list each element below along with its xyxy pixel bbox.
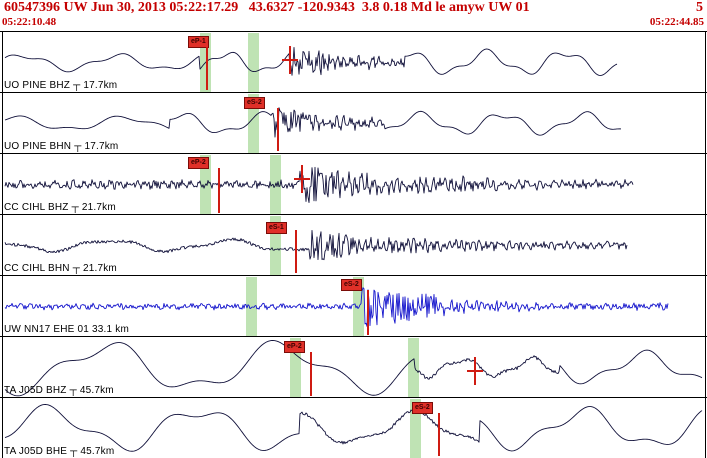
- pick-cross-marker[interactable]: [467, 357, 483, 385]
- pick-time-line[interactable]: [206, 47, 208, 90]
- trace-panel-uo-pine-bhn[interactable]: UO PINE BHN ┬ 17.7km eS-2: [0, 93, 707, 154]
- pick-time-line[interactable]: [310, 352, 312, 396]
- trace-label: UO PINE BHZ ┬ 17.7km: [4, 80, 118, 91]
- trace-panel-uw-nn17-ehe[interactable]: UW NN17 EHE 01 33.1 km eS-2: [0, 276, 707, 337]
- pick-time-line[interactable]: [277, 108, 279, 151]
- trace-label: CC CIHL BHZ ┬ 21.7km: [4, 202, 116, 213]
- trace-panel-ta-j05d-bhz[interactable]: TA J05D BHZ ┬ 45.7km eP-2: [0, 337, 707, 398]
- trace-label: UW NN17 EHE 01 33.1 km: [4, 324, 129, 335]
- trace-panel-cc-cihl-bhn[interactable]: CC CIHL BHN ┬ 21.7km eS-1: [0, 215, 707, 276]
- trace-label: UO PINE BHN ┬ 17.7km: [4, 141, 119, 152]
- time-range: 05:22:10.48 05:22:44.85: [2, 16, 704, 30]
- trace-panel-uo-pine-bhz[interactable]: UO PINE BHZ ┬ 17.7km eP-1: [0, 32, 707, 93]
- pick-flag[interactable]: eS-2: [244, 97, 265, 109]
- trace-label: TA J05D BHZ ┬ 45.7km: [4, 385, 114, 396]
- trace-label: TA J05D BHE ┬ 45.7km: [4, 446, 115, 457]
- trace-panel-ta-j05d-bhe[interactable]: TA J05D BHE ┬ 45.7km eS-2: [0, 398, 707, 458]
- pick-cross-marker[interactable]: [294, 165, 310, 193]
- right-border-line: [705, 32, 706, 458]
- window-end-time: 05:22:44.85: [649, 16, 704, 28]
- pick-time-line[interactable]: [438, 413, 440, 456]
- pick-cross-marker[interactable]: [282, 46, 298, 74]
- pick-flag[interactable]: eS-2: [412, 402, 433, 414]
- page-indicator: 5: [696, 0, 703, 15]
- trace-area: UO PINE BHZ ┬ 17.7km eP-1 UO PINE BHN ┬ 17…: [0, 31, 707, 458]
- left-border-line: [2, 32, 3, 458]
- cross-horizontal-line: [294, 178, 310, 180]
- cross-horizontal-line: [282, 59, 298, 61]
- pick-flag[interactable]: eP-1: [188, 36, 209, 48]
- pick-flag[interactable]: eS-2: [341, 279, 362, 291]
- pick-time-line[interactable]: [367, 290, 369, 335]
- marks-layer: UO PINE BHZ ┬ 17.7km eP-1 UO PINE BHN ┬ 17…: [0, 32, 707, 458]
- pick-time-line[interactable]: [218, 168, 220, 213]
- pick-flag[interactable]: eP-2: [284, 341, 305, 353]
- event-header: 60547396 UW Jun 30, 2013 05:22:17.29 43.…: [4, 0, 703, 17]
- event-info: 60547396 UW Jun 30, 2013 05:22:17.29 43.…: [4, 0, 530, 15]
- trace-label: CC CIHL BHN ┬ 21.7km: [4, 263, 117, 274]
- window-start-time: 05:22:10.48: [2, 16, 57, 28]
- pick-flag[interactable]: eS-1: [266, 222, 287, 234]
- cross-horizontal-line: [467, 370, 483, 372]
- trace-panel-cc-cihl-bhz[interactable]: CC CIHL BHZ ┬ 21.7km eP-2: [0, 154, 707, 215]
- waveform-canvas: [0, 32, 707, 458]
- pick-flag[interactable]: eP-2: [188, 157, 209, 169]
- pick-time-line[interactable]: [295, 230, 297, 273]
